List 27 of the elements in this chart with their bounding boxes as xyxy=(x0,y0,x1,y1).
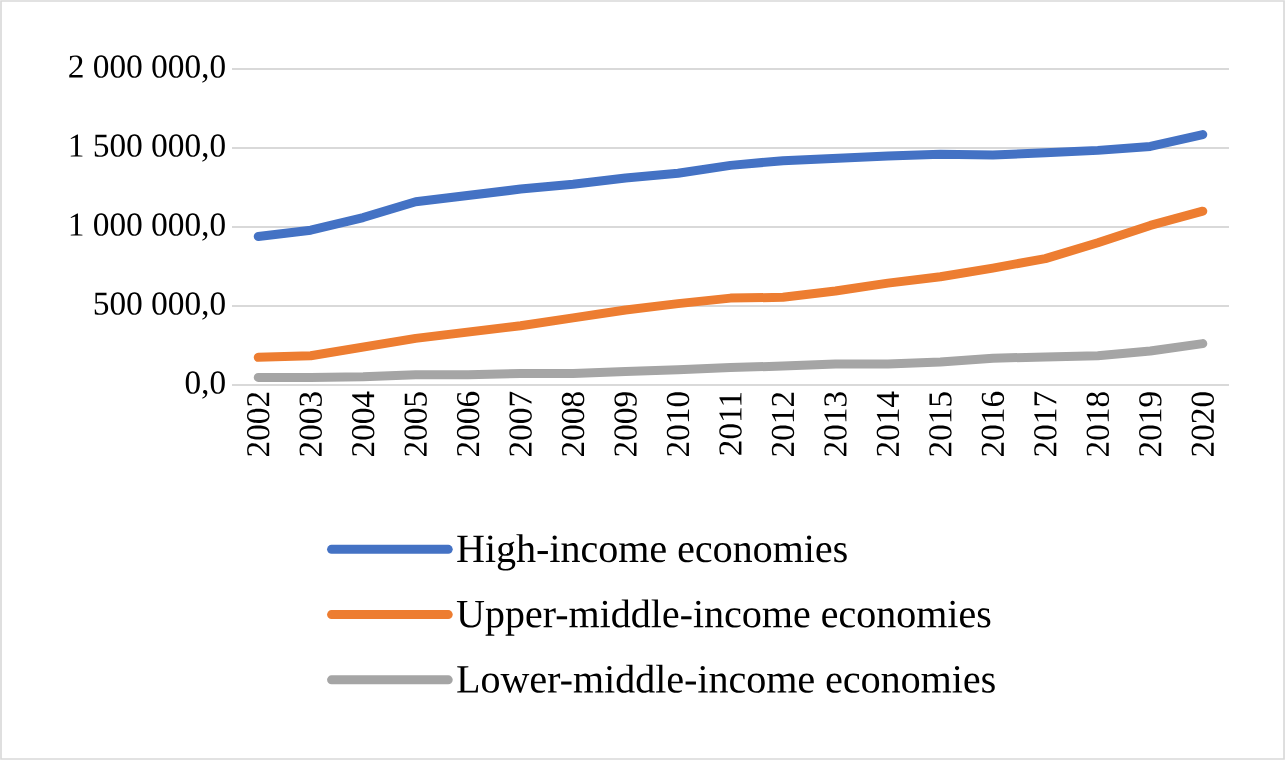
y-tick-label: 1 000 000,0 xyxy=(70,213,225,241)
x-tick-label: 2006 xyxy=(456,391,480,457)
x-tick-label: 2002 xyxy=(247,392,270,457)
x-tick-label: 2016 xyxy=(981,391,1005,457)
x-tick-label: 2008 xyxy=(561,392,585,457)
x-tick-label: 2015 xyxy=(929,392,952,457)
legend-label: High-income economies xyxy=(457,534,847,571)
x-tick-label: 2013 xyxy=(824,392,847,457)
x-tick-label: 2014 xyxy=(876,391,900,457)
x-tick-label: 2018 xyxy=(1086,392,1110,457)
y-tick-label: 0,0 xyxy=(185,371,225,399)
legend-label: Lower-middle-income economies xyxy=(457,664,995,693)
x-tick-label: 2012 xyxy=(771,392,795,457)
x-tick-label: 2011 xyxy=(719,392,742,455)
x-tick-label: 2004 xyxy=(351,391,375,457)
y-tick-label: 2 000 000,0 xyxy=(69,55,225,83)
x-tick-label: 2010 xyxy=(666,392,690,457)
x-tick-label: 2005 xyxy=(404,392,427,457)
x-tick-label: 2020 xyxy=(1191,392,1214,457)
x-tick-label: 2019 xyxy=(1139,392,1162,457)
y-tick-label: 1 500 000,0 xyxy=(70,134,225,162)
x-tick-label: 2003 xyxy=(299,392,322,457)
x-tick-label: 2017 xyxy=(1034,391,1057,457)
y-tick-label: 500 000,0 xyxy=(94,292,225,320)
x-tick-label: 2007 xyxy=(509,391,532,457)
x-tick-label: 2009 xyxy=(614,392,637,457)
legend-label: Upper-middle-income economies xyxy=(456,599,991,636)
